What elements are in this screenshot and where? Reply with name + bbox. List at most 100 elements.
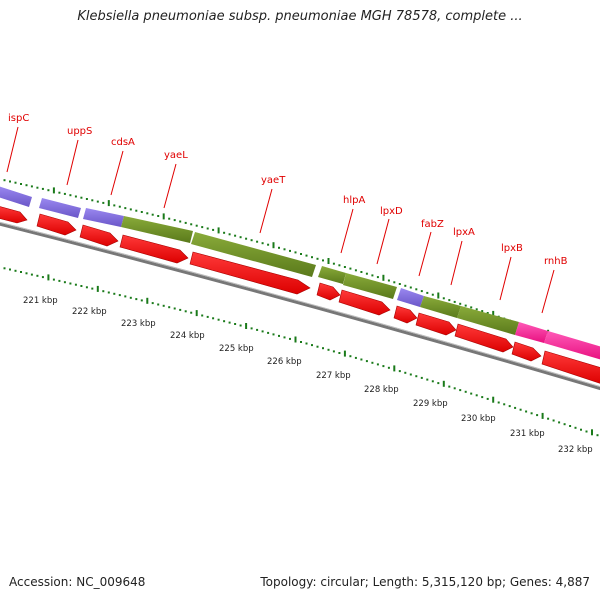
kbp-tick-label: 228 kbp [364, 385, 399, 395]
gene-label: lpxB [501, 243, 523, 254]
minor-tick [129, 296, 132, 299]
minor-tick [14, 269, 17, 272]
minor-tick [250, 239, 253, 242]
minor-tick [212, 228, 215, 231]
minor-tick [486, 397, 489, 400]
kbp-tick-label: 221 kbp [23, 296, 58, 306]
minor-tick [530, 412, 533, 415]
minor-tick [387, 366, 390, 369]
minor-tick [574, 426, 577, 429]
minor-tick [338, 264, 341, 267]
minor-tick [409, 286, 412, 289]
minor-tick [212, 317, 215, 320]
minor-tick [20, 183, 22, 185]
gene-label: cdsA [111, 137, 135, 148]
major-tick [492, 396, 495, 403]
gene-label: yaeT [261, 175, 286, 186]
minor-tick [503, 403, 506, 406]
minor-tick [184, 221, 187, 224]
minor-tick [256, 328, 259, 331]
minor-tick [118, 294, 121, 297]
minor-tick [184, 310, 187, 313]
minor-tick [596, 434, 599, 437]
minor-tick [58, 191, 61, 194]
minor-tick [371, 361, 374, 364]
major-tick [52, 187, 55, 194]
minor-tick [223, 320, 226, 323]
minor-tick [343, 266, 346, 268]
minor-tick [437, 382, 440, 385]
minor-tick [464, 390, 467, 393]
minor-tick [365, 360, 368, 363]
minor-tick [300, 253, 302, 255]
minor-tick [332, 350, 335, 353]
minor-tick [316, 257, 319, 260]
minor-tick [135, 209, 138, 212]
minor-tick [201, 314, 204, 317]
feature-box [318, 266, 346, 284]
minor-tick [404, 371, 407, 374]
minor-tick [250, 327, 253, 330]
minor-tick [173, 307, 176, 310]
kbp-tick-labels: 221 kbp 222 kbp 223 kbp 224 kbp 225 kbp … [23, 296, 593, 455]
minor-tick [420, 376, 423, 379]
minor-tick [124, 295, 127, 298]
minor-tick [261, 242, 264, 245]
major-tick [327, 258, 330, 264]
minor-tick [305, 342, 308, 345]
minor-tick [69, 194, 72, 197]
minor-tick [3, 267, 6, 270]
minor-tick [475, 394, 478, 397]
gene-label: lpxA [453, 227, 475, 238]
minor-tick [179, 308, 182, 311]
minor-tick [398, 370, 401, 373]
minor-tick [41, 187, 44, 190]
minor-tick [140, 299, 143, 302]
minor-tick [41, 276, 44, 279]
minor-tick [228, 233, 231, 236]
minor-tick [25, 184, 28, 187]
kbp-tick-label: 229 kbp [413, 399, 448, 409]
minor-tick [393, 281, 396, 284]
minor-tick [113, 204, 116, 207]
major-tick [47, 274, 50, 281]
major-tick [343, 350, 346, 357]
kbp-tick-label: 231 kbp [510, 429, 545, 439]
feature-box [343, 273, 397, 299]
kbp-tick-label: 226 kbp [267, 357, 302, 367]
genome-summary-text: Topology: circular; Length: 5,315,120 bp… [260, 575, 590, 589]
minor-tick [415, 288, 418, 291]
minor-tick [311, 344, 313, 347]
minor-tick [190, 223, 193, 226]
feature-box [544, 331, 600, 360]
minor-tick [9, 180, 11, 183]
minor-tick [580, 428, 582, 431]
minor-tick [453, 300, 456, 303]
minor-tick [497, 401, 500, 404]
minor-tick [20, 271, 22, 273]
minor-tick [448, 299, 451, 302]
inner-tick-ring [3, 267, 599, 437]
gene-leaders [6, 126, 555, 314]
minor-tick [239, 324, 242, 327]
major-tick [107, 200, 110, 207]
major-tick [162, 213, 165, 220]
minor-tick [305, 254, 308, 257]
minor-tick [206, 315, 209, 318]
kbp-tick-label: 230 kbp [461, 414, 496, 424]
minor-tick [338, 352, 341, 354]
minor-tick [102, 290, 105, 293]
minor-tick [525, 410, 528, 413]
minor-tick [376, 363, 379, 366]
minor-tick [179, 220, 182, 223]
minor-tick [481, 310, 484, 313]
minor-tick [228, 321, 231, 324]
minor-tick [74, 195, 77, 198]
minor-tick [365, 272, 368, 275]
kbp-tick-label: 223 kbp [121, 319, 156, 329]
minor-tick [190, 311, 193, 314]
cds-arrow [338, 289, 391, 316]
minor-tick [91, 287, 94, 290]
feature-box [39, 198, 81, 218]
